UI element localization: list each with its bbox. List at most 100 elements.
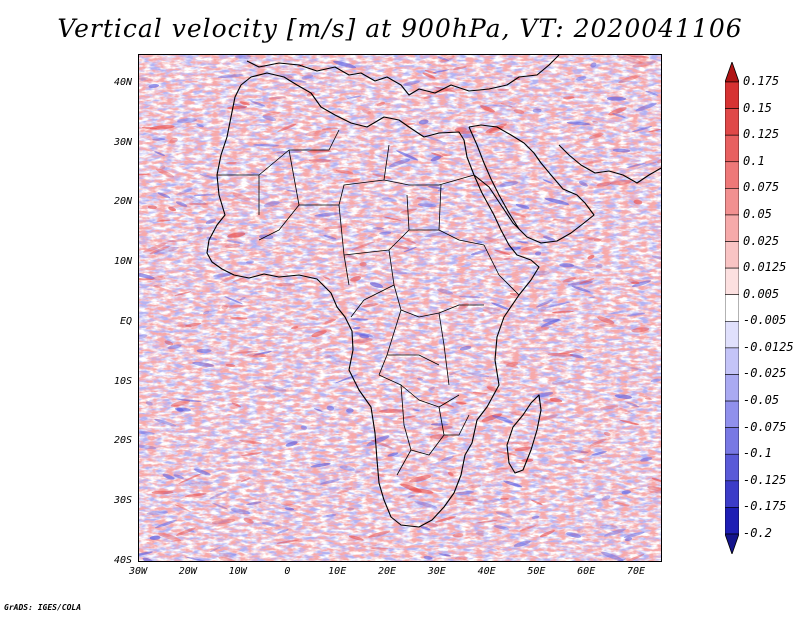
colorbar-swatch xyxy=(725,374,739,402)
velocity-streak xyxy=(361,303,379,308)
x-tick-label: 10E xyxy=(328,566,347,577)
velocity-streak xyxy=(232,193,251,201)
x-tick-label: 70E xyxy=(626,566,646,577)
velocity-streak xyxy=(376,102,386,107)
colorbar-swatch xyxy=(725,108,739,136)
velocity-streak xyxy=(437,288,453,295)
velocity-streak xyxy=(467,372,490,377)
velocity-streak xyxy=(566,121,591,126)
map-panel xyxy=(138,54,662,562)
colorbar xyxy=(725,62,739,554)
velocity-streak xyxy=(343,178,361,183)
y-tick-label: 10S xyxy=(113,375,132,387)
velocity-streak xyxy=(537,306,547,313)
velocity-streak xyxy=(139,272,155,280)
velocity-streak xyxy=(159,165,166,170)
velocity-streak xyxy=(192,361,214,367)
velocity-streak xyxy=(488,104,513,107)
velocity-streak xyxy=(582,160,604,165)
velocity-streak xyxy=(290,326,299,330)
x-tick-label: 60E xyxy=(577,566,596,577)
velocity-streak xyxy=(247,352,266,358)
velocity-streak xyxy=(578,181,588,187)
velocity-streak xyxy=(400,208,418,213)
velocity-streak xyxy=(539,530,555,538)
velocity-streak xyxy=(225,363,236,367)
velocity-streak xyxy=(148,83,160,89)
velocity-streak xyxy=(230,508,251,515)
velocity-streak xyxy=(418,119,429,125)
velocity-streak xyxy=(630,281,640,285)
velocity-streak xyxy=(651,255,661,262)
velocity-streak xyxy=(326,405,335,411)
colorbar-label: -0.025 xyxy=(743,366,787,381)
x-tick-label: 50E xyxy=(527,566,546,577)
y-tick-label: 40S xyxy=(113,554,132,566)
velocity-streak xyxy=(167,344,182,350)
velocity-streak xyxy=(569,354,584,359)
velocity-streak xyxy=(482,309,493,314)
velocity-streak xyxy=(587,296,596,299)
colorbar-swatch xyxy=(725,294,739,322)
velocity-streak xyxy=(153,284,163,288)
velocity-streak xyxy=(644,397,652,400)
velocity-streak xyxy=(649,491,661,494)
colorbar-swatch xyxy=(725,507,739,535)
velocity-streak xyxy=(472,391,488,395)
velocity-streak xyxy=(346,95,362,99)
colorbar-swatch xyxy=(725,347,739,375)
europe-coastline xyxy=(246,55,560,96)
velocity-streak xyxy=(348,535,364,541)
colorbar-label: 0.15 xyxy=(743,100,772,115)
colorbar-label: -0.0125 xyxy=(743,339,794,354)
velocity-streak xyxy=(420,526,431,531)
velocity-streak xyxy=(409,475,431,483)
velocity-streak xyxy=(275,283,296,287)
velocity-streak xyxy=(430,152,444,157)
velocity-streak xyxy=(253,143,280,147)
velocity-streak xyxy=(372,227,384,230)
colorbar-swatch xyxy=(725,320,739,349)
velocity-streak xyxy=(521,245,540,251)
velocity-streak xyxy=(571,449,589,454)
velocity-streak xyxy=(176,398,202,403)
velocity-streak xyxy=(587,254,595,260)
velocity-streak xyxy=(485,123,507,133)
asia-coastline xyxy=(558,144,661,184)
velocity-streak xyxy=(618,407,633,414)
velocity-streak xyxy=(433,399,455,408)
velocity-streak xyxy=(262,522,280,527)
velocity-streak xyxy=(573,459,585,464)
velocity-streak xyxy=(347,254,358,260)
velocity-streak xyxy=(494,249,511,255)
velocity-streak xyxy=(252,351,272,356)
velocity-streak xyxy=(250,100,266,107)
velocity-streak xyxy=(334,360,349,363)
velocity-streak xyxy=(173,474,184,479)
colorbar-swatch xyxy=(725,400,739,428)
velocity-streak xyxy=(232,276,247,283)
velocity-streak xyxy=(250,172,268,177)
velocity-streak xyxy=(640,457,653,462)
velocity-streak xyxy=(350,276,362,282)
velocity-streak xyxy=(239,101,250,106)
velocity-streak xyxy=(169,138,178,144)
colorbar-label: -0.1 xyxy=(743,446,772,461)
velocity-streak xyxy=(241,452,263,457)
velocity-streak xyxy=(193,468,211,476)
velocity-streak xyxy=(603,431,611,436)
velocity-streak xyxy=(139,551,153,557)
velocity-streak xyxy=(286,488,312,493)
velocity-streak xyxy=(606,96,627,101)
velocity-streak xyxy=(558,349,582,355)
velocity-streak xyxy=(542,318,561,323)
velocity-streak xyxy=(246,260,254,264)
velocity-streak xyxy=(383,216,402,221)
colorbar-swatch xyxy=(725,427,739,455)
velocity-streak xyxy=(576,76,587,81)
colorbar-swatch xyxy=(725,188,739,216)
velocity-streak xyxy=(428,185,443,189)
colorbar-top-arrow xyxy=(725,62,739,83)
colorbar-label: 0.005 xyxy=(743,286,780,301)
velocity-streak xyxy=(235,55,251,59)
